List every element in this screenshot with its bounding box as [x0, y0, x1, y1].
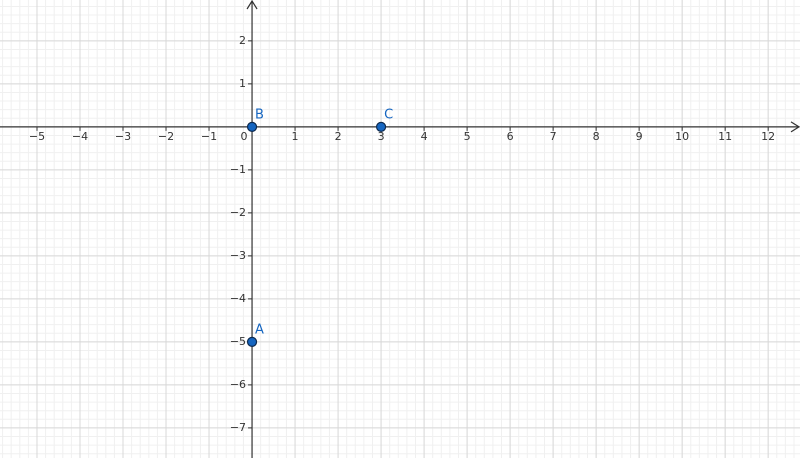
- x-tick-label: 2: [335, 130, 342, 143]
- point: [375, 121, 387, 132]
- y-tick-label: 2: [239, 34, 246, 47]
- x-axis-arrow: [790, 121, 800, 133]
- y-tick-label: −6: [230, 378, 246, 391]
- y-tick-label: −7: [230, 421, 246, 434]
- x-tick-label: −2: [158, 130, 174, 143]
- x-tick-label: 12: [761, 130, 775, 143]
- y-axis-arrow: [246, 0, 258, 10]
- x-tick-label: −3: [115, 130, 131, 143]
- x-tick-label: 7: [550, 130, 557, 143]
- x-tick-label: 9: [636, 130, 643, 143]
- x-tick-label: 8: [593, 130, 600, 143]
- x-tick-label: 6: [507, 130, 514, 143]
- y-tick-label: 1: [239, 77, 246, 90]
- y-tick-label: −1: [230, 163, 246, 176]
- x-tick-label: 10: [675, 130, 689, 143]
- x-tick-label: −1: [201, 130, 217, 143]
- point-label: A: [255, 322, 264, 337]
- x-tick-label: 4: [421, 130, 428, 143]
- y-tick-label: −4: [230, 292, 246, 305]
- marks: A B C: [246, 107, 393, 347]
- point-label: B: [255, 107, 264, 122]
- x-tick-label: 1: [292, 130, 299, 143]
- point: [246, 336, 258, 347]
- x-tick-label: 11: [718, 130, 732, 143]
- x-tick-label: 0: [241, 130, 248, 143]
- x-tick-label: −5: [29, 130, 45, 143]
- x-tick-label: 3: [378, 130, 385, 143]
- y-tick-label: −5: [230, 335, 246, 348]
- point: [246, 121, 258, 132]
- x-tick-label: −4: [72, 130, 88, 143]
- x-tick-label: 5: [464, 130, 471, 143]
- y-tick-label: −2: [230, 206, 246, 219]
- point-label: C: [384, 107, 393, 122]
- y-tick-label: −3: [230, 249, 246, 262]
